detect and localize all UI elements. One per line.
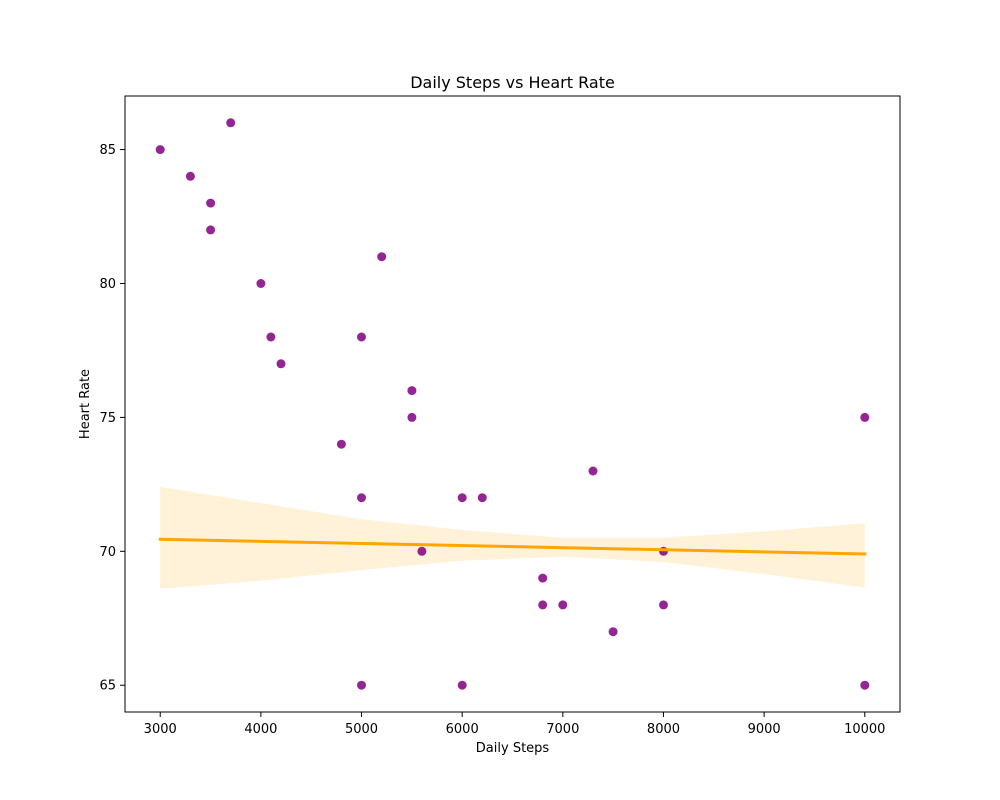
data-point [608, 627, 618, 637]
data-point [407, 386, 417, 396]
points-layer [155, 118, 870, 690]
data-point [336, 439, 346, 449]
x-tick-label: 7000 [546, 722, 579, 737]
data-point [860, 680, 870, 690]
x-tick-label: 5000 [345, 722, 378, 737]
y-axis-label: Heart Rate [78, 369, 93, 439]
data-point [266, 332, 276, 342]
data-point [417, 546, 427, 556]
data-point [457, 680, 467, 690]
data-point [155, 145, 165, 155]
data-point [538, 600, 548, 610]
y-tick-label: 85 [99, 143, 116, 158]
data-point [457, 493, 467, 503]
x-axis-label: Daily Steps [476, 741, 550, 756]
y-axis: 65 70 75 80 85 [99, 143, 125, 694]
x-tick-label: 9000 [748, 722, 781, 737]
data-point [357, 680, 366, 690]
y-tick-label: 65 [99, 679, 116, 694]
x-tick-label: 8000 [647, 722, 680, 737]
x-axis: 3000 4000 5000 6000 7000 8000 9000 10000 [144, 712, 885, 737]
x-tick-label: 3000 [144, 722, 177, 737]
x-tick-label: 6000 [446, 722, 479, 737]
chart-title: Daily Steps vs Heart Rate [410, 73, 615, 92]
confidence-band [160, 487, 865, 589]
data-point [659, 600, 668, 610]
x-tick-label: 10000 [844, 722, 885, 737]
y-tick-label: 70 [99, 545, 116, 560]
data-point [860, 412, 870, 422]
data-point [558, 600, 568, 610]
data-point [407, 412, 417, 422]
data-point [276, 359, 286, 369]
x-tick-label: 4000 [244, 722, 277, 737]
data-point [206, 198, 216, 208]
data-point [588, 466, 598, 476]
data-point [357, 332, 366, 342]
data-point [226, 118, 236, 128]
y-tick-label: 75 [99, 411, 116, 426]
y-tick-label: 80 [99, 277, 116, 292]
data-point [377, 252, 387, 262]
data-point [206, 225, 216, 235]
data-point [357, 493, 366, 503]
confidence-band-layer [160, 487, 865, 589]
trend-line-layer [158, 537, 867, 556]
data-point [256, 279, 266, 288]
data-point [477, 493, 487, 503]
data-point [538, 573, 548, 583]
trend-line [158, 537, 867, 556]
data-point [185, 171, 195, 181]
plot-area-frame [124, 95, 901, 713]
